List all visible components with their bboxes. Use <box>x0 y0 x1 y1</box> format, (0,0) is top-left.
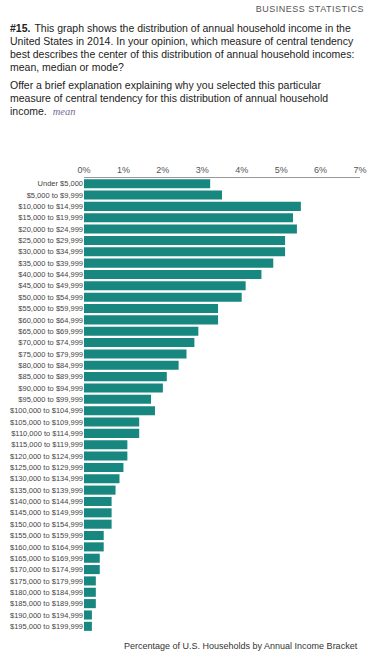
svg-text:$60,000 to $64,999: $60,000 to $64,999 <box>18 316 83 325</box>
svg-text:$155,000 to $159,999: $155,000 to $159,999 <box>10 531 83 540</box>
svg-text:6%: 6% <box>314 165 327 175</box>
svg-text:$55,000 to $59,999: $55,000 to $59,999 <box>18 304 83 313</box>
svg-text:$65,000 to $69,999: $65,000 to $69,999 <box>18 327 83 336</box>
svg-text:$110,000 to $114,999: $110,000 to $114,999 <box>11 429 83 438</box>
svg-text:$120,000 to $124,999: $120,000 to $124,999 <box>10 452 83 461</box>
svg-text:$95,000 to $99,999: $95,000 to $99,999 <box>18 395 83 404</box>
svg-text:$90,000 to $94,999: $90,000 to $94,999 <box>18 384 83 393</box>
svg-text:$190,000 to $194,999: $190,000 to $194,999 <box>10 611 83 620</box>
svg-text:0%: 0% <box>77 165 90 175</box>
svg-text:$125,000 to $129,999: $125,000 to $129,999 <box>10 463 83 472</box>
html-text:BUSINESS STATISTICS: BUSINESS STATISTICS <box>255 4 364 14</box>
html-text:mean: mean <box>52 106 76 117</box>
svg-text:$100,000 to $104,999: $100,000 to $104,999 <box>10 406 83 415</box>
svg-text:$105,000 to $109,999: $105,000 to $109,999 <box>10 418 83 427</box>
svg-text:$150,000 to $154,999: $150,000 to $154,999 <box>10 520 83 529</box>
svg-text:7%: 7% <box>353 165 366 175</box>
svg-text:$40,000 to $44,999: $40,000 to $44,999 <box>18 270 83 279</box>
svg-text:$145,000 to $149,999: $145,000 to $149,999 <box>10 508 83 517</box>
svg-text:$165,000 to $169,999: $165,000 to $169,999 <box>10 554 83 563</box>
svg-text:$180,000 to $184,999: $180,000 to $184,999 <box>10 588 83 597</box>
svg-text:$70,000 to $74,999: $70,000 to $74,999 <box>18 338 83 347</box>
svg-text:$195,000 to $199,999: $195,000 to $199,999 <box>10 622 83 631</box>
svg-text:$135,000 to $139,999: $135,000 to $139,999 <box>10 486 83 495</box>
svg-text:$170,000 to $174,999: $170,000 to $174,999 <box>10 565 83 574</box>
svg-text:$130,000 to $134,999: $130,000 to $134,999 <box>10 474 83 483</box>
svg-text:$15,000 to $19,999: $15,000 to $19,999 <box>18 213 83 222</box>
svg-text:$35,000 to $39,999: $35,000 to $39,999 <box>18 259 83 268</box>
html-text:Offer a brief explanation expl: Offer a brief explanation explaining why… <box>10 79 329 117</box>
svg-text:$85,000 to $89,999: $85,000 to $89,999 <box>18 372 83 381</box>
svg-text:5%: 5% <box>275 165 288 175</box>
svg-text:3%: 3% <box>196 165 209 175</box>
svg-text:$5,000 to $9,999: $5,000 to $9,999 <box>27 191 83 200</box>
svg-text:$25,000 to $29,999: $25,000 to $29,999 <box>18 236 83 245</box>
svg-text:$115,000 to $119,999: $115,000 to $119,999 <box>11 440 83 449</box>
svg-text:$160,000 to $164,999: $160,000 to $164,999 <box>10 543 83 552</box>
svg-text:1%: 1% <box>117 165 130 175</box>
svg-text:$75,000 to $79,999: $75,000 to $79,999 <box>18 350 83 359</box>
svg-text:4%: 4% <box>235 165 248 175</box>
svg-text:$80,000 to $84,999: $80,000 to $84,999 <box>18 361 83 370</box>
svg-text:$30,000 to $34,999: $30,000 to $34,999 <box>18 247 83 256</box>
svg-text:$175,000 to $179,999: $175,000 to $179,999 <box>10 577 83 586</box>
html-text:#15. This graph shows the dist: #15. This graph shows the distribution o… <box>10 22 355 73</box>
svg-text:$45,000 to $49,999: $45,000 to $49,999 <box>18 281 83 290</box>
svg-text:Percentage of U.S. Households: Percentage of U.S. Households by Annual … <box>124 641 358 651</box>
svg-text:Under $5,000: Under $5,000 <box>38 179 83 188</box>
svg-text:$140,000 to $144,999: $140,000 to $144,999 <box>10 497 83 506</box>
svg-text:2%: 2% <box>156 165 169 175</box>
svg-text:$10,000 to $14,999: $10,000 to $14,999 <box>18 202 83 211</box>
svg-text:$50,000 to $54,999: $50,000 to $54,999 <box>18 293 83 302</box>
svg-text:$185,000 to $189,999: $185,000 to $189,999 <box>10 599 83 608</box>
svg-text:$20,000 to $24,999: $20,000 to $24,999 <box>18 225 83 234</box>
